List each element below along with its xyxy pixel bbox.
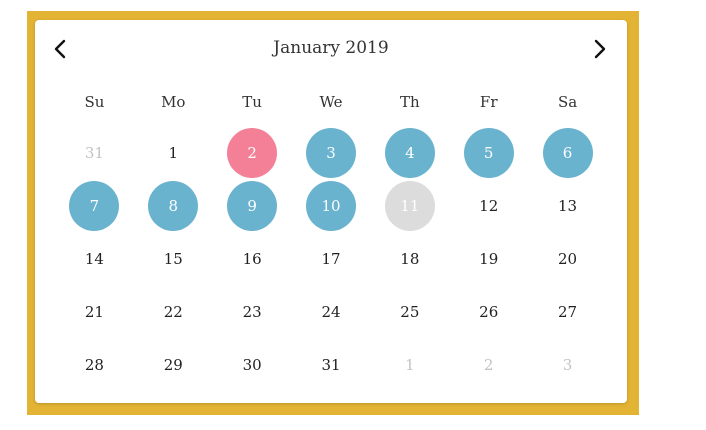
day-normal[interactable]: 30 bbox=[242, 355, 262, 374]
month-title: January 2019 bbox=[273, 38, 389, 58]
weekday-header: Su Mo Tu We Th Fr Sa bbox=[55, 93, 607, 111]
day-normal[interactable]: 1 bbox=[168, 143, 179, 162]
day-cell: 23 bbox=[213, 285, 292, 338]
day-normal[interactable]: 21 bbox=[84, 302, 104, 321]
day-normal[interactable]: 14 bbox=[84, 249, 104, 268]
weekday-label: Sa bbox=[557, 93, 578, 111]
weekday-label: Fr bbox=[479, 93, 498, 111]
day-cell: 5 bbox=[449, 126, 528, 179]
day-cell: 27 bbox=[528, 285, 607, 338]
day-selected[interactable]: 10 bbox=[305, 180, 356, 231]
weekday-label: Su bbox=[84, 93, 105, 111]
day-cell: 8 bbox=[134, 179, 213, 232]
day-cell: 26 bbox=[449, 285, 528, 338]
day-other[interactable]: 1 bbox=[405, 355, 415, 374]
day-other[interactable]: 31 bbox=[84, 143, 104, 162]
day-cell: 9 bbox=[213, 179, 292, 232]
day-cell: 1 bbox=[370, 338, 449, 391]
day-normal[interactable]: 19 bbox=[479, 249, 499, 268]
day-cell: 13 bbox=[528, 179, 607, 232]
prev-month-button[interactable] bbox=[45, 34, 75, 64]
weekday-label: Th bbox=[400, 93, 420, 111]
day-normal[interactable]: 20 bbox=[558, 249, 578, 268]
day-cell: 17 bbox=[292, 232, 371, 285]
day-other[interactable]: 3 bbox=[562, 355, 573, 374]
day-cell: 3 bbox=[292, 126, 371, 179]
day-cell: 7 bbox=[55, 179, 134, 232]
day-cell: 14 bbox=[55, 232, 134, 285]
day-normal[interactable]: 31 bbox=[321, 355, 341, 374]
day-normal[interactable]: 24 bbox=[321, 302, 341, 321]
day-normal[interactable]: 27 bbox=[558, 302, 578, 321]
day-selected[interactable]: 4 bbox=[384, 127, 435, 178]
day-cell: 2 bbox=[449, 338, 528, 391]
day-normal[interactable]: 22 bbox=[163, 302, 183, 321]
day-cell: 1 bbox=[134, 126, 213, 179]
calendar: January 2019 Su Mo Tu We Th Fr Sa 31 1 2 3 4… bbox=[35, 20, 627, 403]
weekday-label: Tu bbox=[242, 93, 262, 111]
day-cell: 18 bbox=[370, 232, 449, 285]
day-normal[interactable]: 28 bbox=[84, 355, 104, 374]
day-normal[interactable]: 13 bbox=[558, 196, 578, 215]
day-selected[interactable]: 9 bbox=[227, 180, 278, 231]
day-cell: 28 bbox=[55, 338, 134, 391]
day-cell: 30 bbox=[213, 338, 292, 391]
day-normal[interactable]: 26 bbox=[479, 302, 499, 321]
weekday-label: We bbox=[319, 93, 343, 111]
day-cell: 31 bbox=[55, 126, 134, 179]
next-month-button[interactable] bbox=[585, 34, 615, 64]
day-cell: 10 bbox=[292, 179, 371, 232]
day-selected[interactable]: 7 bbox=[69, 180, 120, 231]
day-normal[interactable]: 16 bbox=[242, 249, 262, 268]
day-cell: 20 bbox=[528, 232, 607, 285]
chevron-left-icon bbox=[54, 39, 66, 59]
day-selected[interactable]: 3 bbox=[305, 127, 356, 178]
day-normal[interactable]: 15 bbox=[163, 249, 183, 268]
day-selected[interactable]: 8 bbox=[148, 180, 199, 231]
day-normal[interactable]: 17 bbox=[321, 249, 341, 268]
day-normal[interactable]: 23 bbox=[242, 302, 262, 321]
day-grid: 31 1 2 3 4 5 6 7 8 9 10 11 12 13 14 15 16 17 18 19 20 21 22 23 2… bbox=[55, 126, 607, 391]
day-disabled: 11 bbox=[384, 180, 435, 231]
day-normal[interactable]: 12 bbox=[479, 196, 499, 215]
day-selected[interactable]: 6 bbox=[542, 127, 593, 178]
day-cell: 21 bbox=[55, 285, 134, 338]
day-other[interactable]: 2 bbox=[483, 355, 494, 374]
day-cell: 15 bbox=[134, 232, 213, 285]
weekday-label: Mo bbox=[161, 93, 186, 111]
day-cell: 19 bbox=[449, 232, 528, 285]
day-cell: 6 bbox=[528, 126, 607, 179]
day-normal[interactable]: 29 bbox=[163, 355, 183, 374]
day-cell: 16 bbox=[213, 232, 292, 285]
day-cell: 4 bbox=[370, 126, 449, 179]
day-today[interactable]: 2 bbox=[227, 127, 278, 178]
day-cell: 3 bbox=[528, 338, 607, 391]
day-selected[interactable]: 5 bbox=[463, 127, 514, 178]
day-normal[interactable]: 25 bbox=[400, 302, 420, 321]
day-cell: 12 bbox=[449, 179, 528, 232]
day-cell: 2 bbox=[213, 126, 292, 179]
day-cell: 22 bbox=[134, 285, 213, 338]
day-cell: 25 bbox=[370, 285, 449, 338]
day-cell: 11 bbox=[370, 179, 449, 232]
day-cell: 24 bbox=[292, 285, 371, 338]
chevron-right-icon bbox=[594, 39, 606, 59]
day-cell: 31 bbox=[292, 338, 371, 391]
day-cell: 29 bbox=[134, 338, 213, 391]
day-normal[interactable]: 18 bbox=[400, 249, 420, 268]
